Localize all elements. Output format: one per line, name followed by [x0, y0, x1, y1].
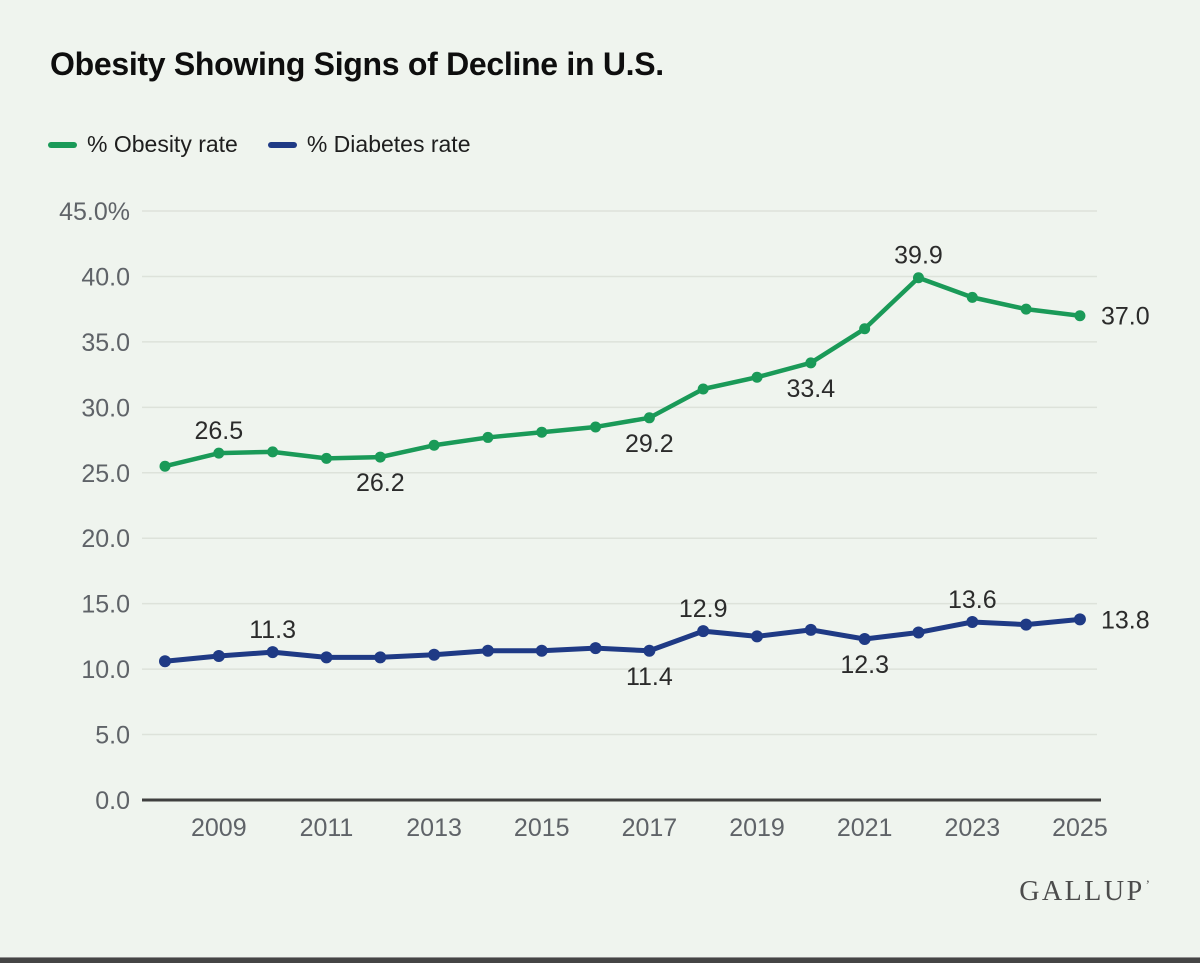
data-point: [912, 272, 924, 284]
data-label: 33.4: [787, 375, 836, 403]
data-point: [751, 630, 764, 643]
gallup-trademark-icon: ’: [1145, 877, 1150, 892]
data-point: [589, 642, 602, 655]
y-tick-label: 40.0: [81, 263, 130, 291]
data-point: [858, 633, 871, 646]
data-point: [1073, 613, 1086, 626]
data-point: [428, 439, 440, 451]
data-label: 11.4: [626, 663, 673, 691]
data-point: [859, 323, 871, 335]
data-label: 11.3: [249, 616, 296, 644]
x-tick-label: 2011: [300, 814, 354, 842]
data-point: [536, 426, 548, 438]
data-label: 26.5: [194, 417, 243, 445]
y-tick-label: 15.0: [81, 591, 130, 619]
gallup-logo: GALLUP’: [1019, 876, 1150, 908]
data-point: [266, 646, 279, 659]
data-point: [590, 421, 602, 433]
data-point: [212, 650, 225, 663]
y-tick-label: 35.0: [81, 329, 130, 357]
data-point: [159, 460, 171, 472]
data-point: [697, 625, 710, 638]
data-label: 39.9: [894, 242, 943, 270]
diabetes-line-swatch-icon: [267, 141, 297, 148]
y-tick-label: 45.0%: [59, 198, 130, 226]
data-point: [966, 615, 979, 628]
legend-item-obesity: % Obesity rate: [48, 131, 238, 158]
data-point: [374, 651, 387, 664]
data-label: 13.8: [1101, 606, 1150, 634]
y-tick-label: 10.0: [81, 656, 130, 684]
data-point: [482, 431, 494, 443]
gallup-wordmark: GALLUP: [1019, 876, 1145, 907]
data-point: [1074, 310, 1086, 322]
data-point: [1020, 303, 1032, 315]
y-tick-label: 20.0: [81, 525, 130, 553]
y-tick-label: 5.0: [95, 722, 130, 750]
obesity-line: [162, 275, 1083, 469]
data-point: [751, 371, 763, 383]
legend-label-diabetes: % Diabetes rate: [306, 131, 471, 157]
x-tick-label: 2013: [406, 814, 462, 842]
data-point: [535, 644, 548, 657]
data-label: 37.0: [1101, 303, 1150, 331]
data-point: [912, 626, 925, 639]
data-label: 12.9: [679, 595, 728, 623]
data-point: [805, 357, 817, 369]
x-tick-label: 2023: [944, 814, 1000, 842]
data-point: [320, 651, 333, 664]
data-point: [697, 383, 709, 395]
x-tick-label: 2015: [514, 814, 570, 842]
data-label: 29.2: [625, 430, 674, 458]
x-tick-label: 2019: [729, 814, 785, 842]
data-label: 12.3: [840, 651, 889, 679]
obesity-line-swatch-icon: [48, 141, 77, 148]
data-point: [267, 446, 279, 458]
y-tick-label: 30.0: [81, 394, 130, 422]
data-point: [481, 644, 494, 657]
legend-label-obesity: % Obesity rate: [87, 131, 238, 157]
legend-item-diabetes: % Diabetes rate: [267, 131, 471, 158]
x-tick-label: 2021: [837, 814, 893, 842]
data-point: [428, 648, 441, 661]
y-tick-label: 25.0: [81, 460, 130, 488]
data-point: [643, 644, 656, 657]
data-label: 26.2: [356, 469, 405, 497]
data-point: [1020, 618, 1033, 631]
x-tick-label: 2009: [191, 814, 247, 842]
data-point: [804, 623, 817, 636]
data-point: [643, 412, 655, 424]
diabetes-line: [162, 616, 1083, 664]
data-point: [374, 451, 386, 463]
y-tick-label: 0.0: [95, 787, 130, 815]
data-label: 13.6: [948, 586, 997, 614]
bottom-border: [0, 957, 1200, 963]
x-tick-label: 2017: [622, 814, 678, 842]
x-tick-label: 2025: [1052, 814, 1108, 842]
data-point: [966, 291, 978, 303]
data-point: [159, 655, 171, 668]
data-point: [213, 447, 225, 459]
chart-title: Obesity Showing Signs of Decline in U.S.: [50, 46, 664, 82]
data-point: [320, 452, 332, 464]
legend: % Obesity rate % Diabetes rate: [48, 131, 470, 158]
